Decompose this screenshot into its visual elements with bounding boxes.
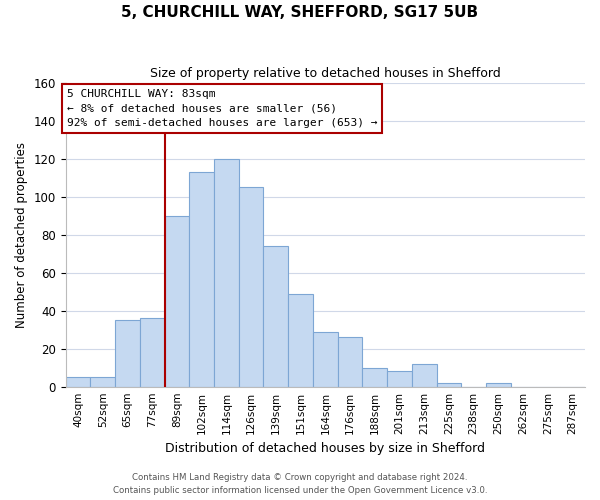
Bar bbox=[65, 377, 91, 386]
Bar bbox=[164, 216, 190, 386]
Bar bbox=[412, 364, 437, 386]
Text: 5, CHURCHILL WAY, SHEFFORD, SG17 5UB: 5, CHURCHILL WAY, SHEFFORD, SG17 5UB bbox=[121, 5, 479, 20]
Bar bbox=[338, 338, 362, 386]
Title: Size of property relative to detached houses in Shefford: Size of property relative to detached ho… bbox=[150, 68, 501, 80]
Bar bbox=[190, 172, 214, 386]
Bar bbox=[486, 383, 511, 386]
Bar bbox=[91, 377, 115, 386]
Bar bbox=[263, 246, 288, 386]
Bar bbox=[387, 372, 412, 386]
X-axis label: Distribution of detached houses by size in Shefford: Distribution of detached houses by size … bbox=[166, 442, 485, 455]
Bar bbox=[140, 318, 164, 386]
Bar bbox=[437, 383, 461, 386]
Bar bbox=[288, 294, 313, 386]
Bar bbox=[313, 332, 338, 386]
Bar bbox=[115, 320, 140, 386]
Bar bbox=[362, 368, 387, 386]
Y-axis label: Number of detached properties: Number of detached properties bbox=[15, 142, 28, 328]
Bar bbox=[214, 159, 239, 386]
Text: 5 CHURCHILL WAY: 83sqm
← 8% of detached houses are smaller (56)
92% of semi-deta: 5 CHURCHILL WAY: 83sqm ← 8% of detached … bbox=[67, 88, 377, 128]
Bar bbox=[239, 188, 263, 386]
Text: Contains HM Land Registry data © Crown copyright and database right 2024.
Contai: Contains HM Land Registry data © Crown c… bbox=[113, 474, 487, 495]
